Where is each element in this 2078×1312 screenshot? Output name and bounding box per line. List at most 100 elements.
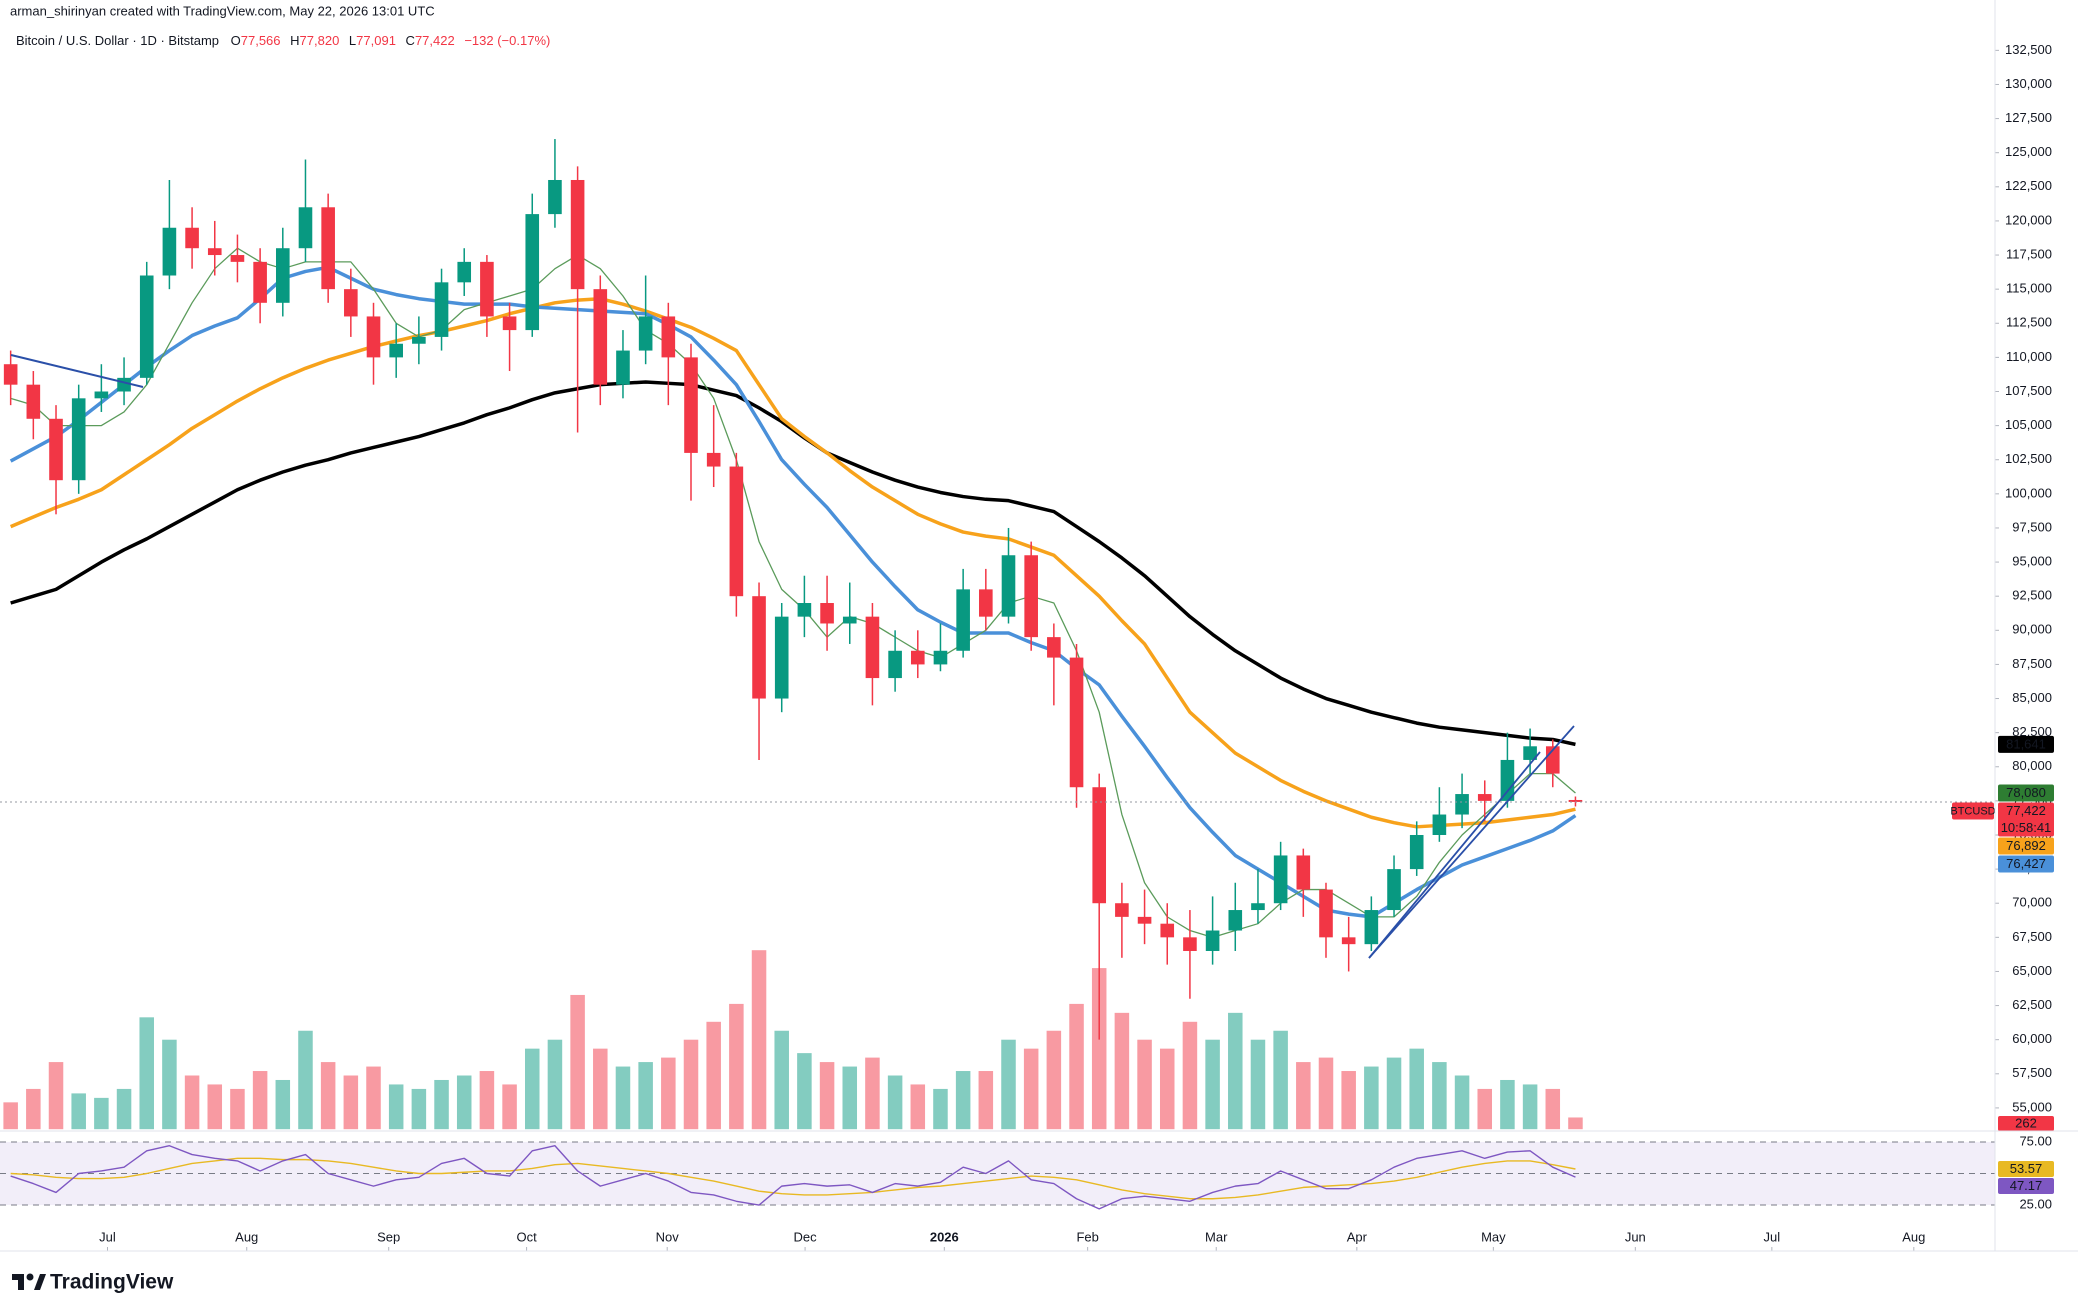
candle-body	[774, 616, 789, 699]
candle-body	[548, 179, 562, 215]
y-tick-label: 105,000	[2005, 417, 2052, 432]
logo-text: TradingView	[50, 1271, 174, 1294]
candle-body	[1137, 916, 1152, 924]
volume-bar	[1114, 1012, 1130, 1130]
volume-bar	[252, 1071, 268, 1130]
candle-body	[344, 289, 358, 317]
volume-bar	[1228, 1012, 1243, 1130]
y-tick-label: 57,500	[2012, 1065, 2052, 1080]
moving-average-line	[10, 247, 1576, 938]
volume-bar	[343, 1075, 359, 1130]
volume-bar	[1296, 1062, 1311, 1130]
candle-body	[412, 336, 426, 344]
candle-body	[797, 603, 812, 617]
symbol-legend: Bitcoin / U.S. Dollar · 1D · Bitstamp O7…	[16, 33, 550, 48]
indicator-line	[10, 1145, 1576, 1210]
candle-body	[275, 248, 290, 303]
y-tick-label: 122,500	[2005, 178, 2052, 193]
candle-body	[1568, 799, 1583, 802]
symbol-label: BTCUSD	[1950, 805, 1995, 817]
x-tick-label: Sep	[377, 1229, 400, 1244]
y-tick-label: 70,000	[2012, 895, 2052, 910]
y-tick-label: 115,000	[2006, 281, 2052, 296]
volume-bar	[1364, 1066, 1379, 1130]
volume-bar	[1432, 1062, 1447, 1130]
price-label: 81,641	[2006, 736, 2046, 751]
ohlc-prefix: C	[406, 33, 415, 48]
candle-body	[1341, 937, 1356, 945]
volume-bar	[1250, 1039, 1266, 1130]
y-tick-label: 87,500	[2012, 656, 2052, 671]
logo-mark	[26, 1273, 34, 1281]
logo: TradingView	[12, 1271, 174, 1294]
candle-body	[502, 316, 517, 331]
candle-body	[1115, 903, 1129, 917]
moving-average-line	[9, 296, 1576, 829]
candle-body	[1069, 657, 1084, 788]
volume-bar	[933, 1088, 948, 1130]
y-tick-label: 67,500	[2012, 929, 2052, 944]
y-tick-label: 82,500	[2012, 724, 2052, 739]
candle-body	[593, 289, 608, 385]
candle-body	[162, 227, 177, 276]
y-tick-label: 97,500	[2012, 519, 2052, 534]
candle-body	[752, 596, 766, 699]
volume-bar	[706, 1021, 721, 1130]
volume-bar	[865, 1057, 880, 1130]
volume-bar	[955, 1071, 971, 1130]
volume-bar	[1522, 1084, 1538, 1130]
volume-bar	[1046, 1030, 1062, 1130]
y-tick-label: 80,000	[2012, 758, 2052, 773]
y-tick-label: 125,000	[2005, 144, 2052, 159]
volume-bar	[887, 1075, 903, 1130]
logo-mark	[18, 1274, 24, 1290]
plot-layers: 55,000 57,500 60,000 62,500 65,000 67,500 70,0…	[0, 42, 2054, 1251]
volume-bar	[593, 1048, 608, 1130]
volume-bar	[797, 1053, 812, 1130]
ohlc-value: 77,566	[241, 33, 281, 48]
ohlc-value: 77,422	[415, 33, 455, 48]
candle-body	[1047, 637, 1061, 658]
volume-bar	[1477, 1088, 1492, 1130]
volume-bar	[978, 1071, 994, 1130]
volume-bar	[162, 1039, 177, 1130]
price-label-bg	[1998, 784, 2054, 802]
candle-body	[1092, 787, 1107, 904]
candle-body	[366, 316, 381, 358]
candle-body	[185, 227, 199, 249]
volume-bar	[1069, 1003, 1084, 1130]
volume-bar	[366, 1066, 381, 1130]
candle-body	[1001, 555, 1016, 617]
candle-body	[616, 350, 630, 385]
candle-body	[1296, 855, 1311, 890]
candle-body	[230, 255, 245, 262]
indicator-label: 47.17	[2010, 1178, 2043, 1193]
candle-body	[480, 261, 494, 317]
candle-body	[94, 391, 109, 399]
x-tick-label: 2026	[930, 1229, 959, 1244]
candle-body	[139, 275, 154, 378]
candle-body	[1387, 869, 1401, 911]
y-tick-label: 132,500	[2005, 42, 2052, 57]
x-tick-label: Dec	[794, 1229, 818, 1244]
y-tick-label: 55,000	[2012, 1099, 2052, 1114]
y-tick-label: 117,500	[2006, 246, 2052, 261]
candle-body	[1364, 910, 1379, 945]
candle-body	[1160, 923, 1175, 938]
ohlc-prefix: H	[290, 33, 299, 48]
volume-bar	[525, 1048, 540, 1130]
trend-line	[1368, 751, 1541, 959]
candle-body	[321, 207, 335, 290]
candle-body	[661, 316, 676, 358]
volume-bar	[116, 1088, 132, 1130]
y-tick-label: 25.00	[2019, 1196, 2052, 1211]
x-tick-label: Apr	[1347, 1229, 1368, 1244]
candle-body	[389, 343, 403, 358]
volume-label-bg	[1998, 1116, 2054, 1131]
x-tick-label: Oct	[516, 1229, 537, 1244]
candle-body	[298, 207, 313, 249]
price-label: 78,080	[2006, 785, 2046, 800]
candle-body	[1455, 794, 1469, 815]
candle-body	[1183, 937, 1197, 951]
volume-bar	[502, 1084, 517, 1130]
